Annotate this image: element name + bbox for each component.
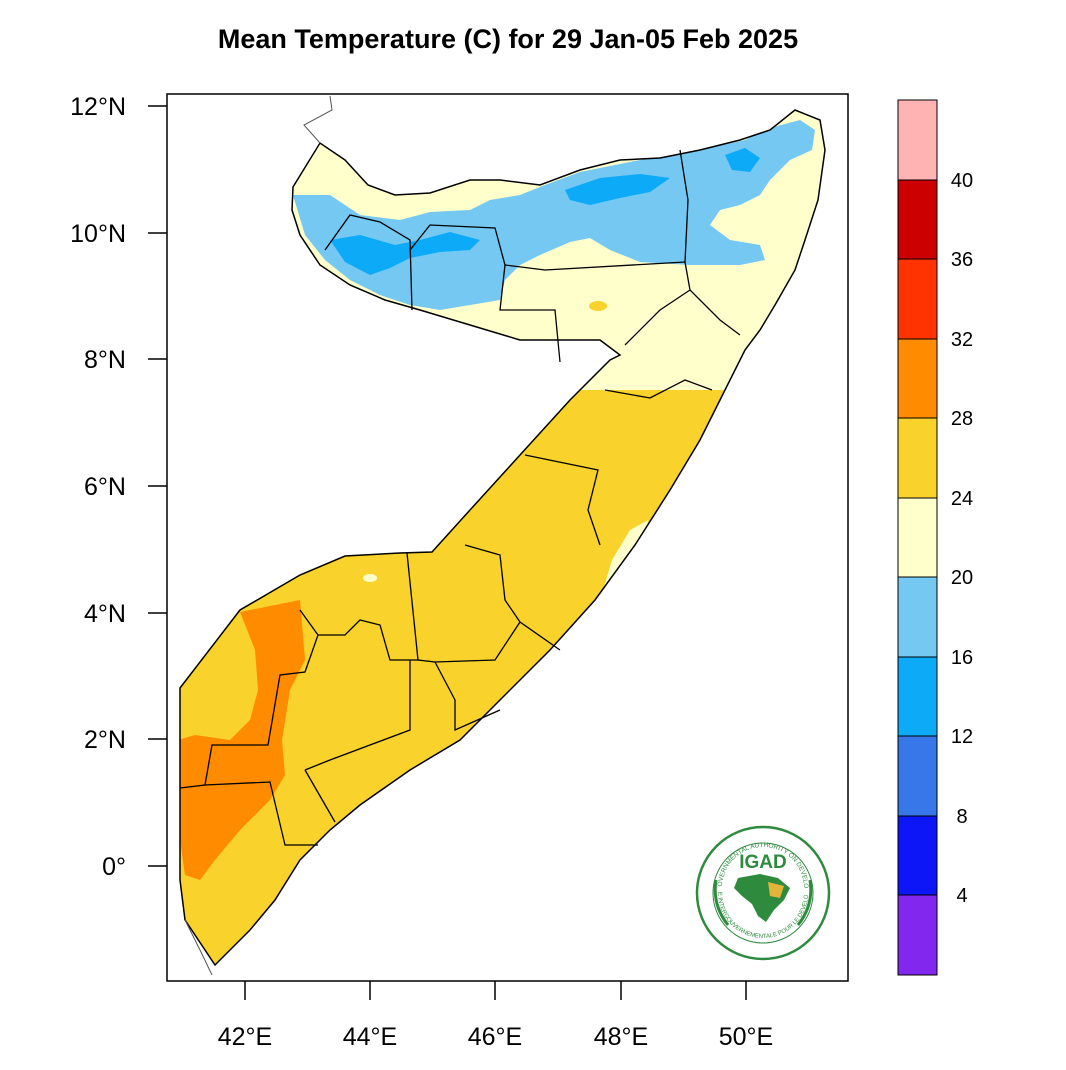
x-axis-ticks bbox=[244, 981, 747, 1000]
colorbar-label: 20 bbox=[951, 567, 973, 589]
y-tick-label: 6°N bbox=[84, 473, 126, 501]
y-tick-label: 2°N bbox=[84, 726, 126, 754]
x-tick-label: 46°E bbox=[468, 1023, 522, 1051]
region-border bbox=[304, 769, 336, 823]
colorbar-swatch bbox=[898, 657, 937, 736]
colorbar-swatch bbox=[898, 816, 937, 895]
colorbar-swatch bbox=[898, 736, 937, 816]
region-border bbox=[624, 261, 691, 346]
colorbar: 40 36 32 28 24 20 16 12 8 4 bbox=[897, 99, 973, 976]
y-tick-label: 4°N bbox=[84, 600, 126, 628]
laurel-left-icon bbox=[713, 879, 730, 926]
colorbar-label: 4 bbox=[956, 885, 967, 907]
region-border bbox=[604, 379, 713, 399]
band-12-16-patch-c bbox=[725, 148, 760, 172]
laurel-right-icon bbox=[796, 879, 813, 926]
colorbar-label: 40 bbox=[951, 170, 973, 192]
colorbar-label: 32 bbox=[951, 329, 973, 351]
y-tick-label: 10°N bbox=[70, 220, 126, 248]
x-axis-labels: 42°E 44°E 46°E 48°E 50°E bbox=[218, 1023, 773, 1051]
colorbar-swatch bbox=[898, 895, 937, 975]
border-ethiopia-djibouti bbox=[303, 95, 333, 144]
x-tick-label: 44°E bbox=[343, 1023, 397, 1051]
band-28-32-southwest bbox=[180, 600, 305, 880]
colorbar-swatch bbox=[898, 180, 937, 259]
region-border bbox=[434, 661, 501, 732]
region-border bbox=[524, 454, 601, 546]
colorbar-label: 16 bbox=[951, 647, 973, 669]
x-tick-label: 42°E bbox=[218, 1023, 272, 1051]
neighbour-borders bbox=[184, 95, 333, 976]
x-tick-label: 48°E bbox=[594, 1023, 648, 1051]
band-24-28-spot-north bbox=[589, 301, 607, 311]
colorbar-frame bbox=[897, 99, 938, 976]
colorbar-label: 8 bbox=[956, 806, 967, 828]
region-border bbox=[409, 224, 686, 271]
colorbar-swatch bbox=[898, 577, 937, 657]
y-axis-ticks bbox=[148, 105, 167, 867]
region-border bbox=[204, 781, 318, 846]
region-border bbox=[679, 149, 689, 263]
region-border bbox=[324, 214, 413, 311]
region-border bbox=[689, 289, 741, 336]
band-20-24-spot bbox=[363, 574, 377, 582]
y-tick-label: 12°N bbox=[70, 93, 126, 121]
colorbar-label: 24 bbox=[951, 488, 973, 510]
colorbar-label: 28 bbox=[951, 408, 973, 430]
colorbar-swatch bbox=[898, 498, 937, 577]
region-border bbox=[499, 264, 561, 363]
x-tick-label: 50°E bbox=[719, 1023, 773, 1051]
horn-highlight-icon bbox=[768, 882, 784, 898]
logo-acronym: IGAD bbox=[739, 852, 787, 873]
y-axis-labels: 12°N 10°N 8°N 6°N 4°N 2°N 0° bbox=[70, 93, 126, 881]
colorbar-label: 36 bbox=[951, 249, 973, 271]
region-border bbox=[304, 660, 411, 771]
band-12-16-patch-b bbox=[565, 174, 670, 205]
colorbar-label: 12 bbox=[951, 726, 973, 748]
band-12-16-patch-a bbox=[330, 232, 480, 275]
colorbar-swatch bbox=[898, 418, 937, 498]
country-outline bbox=[179, 109, 826, 967]
region-border bbox=[464, 544, 561, 651]
colorbar-swatch bbox=[898, 339, 937, 418]
colorbar-swatch bbox=[898, 259, 937, 339]
y-tick-label: 0° bbox=[102, 853, 126, 881]
y-tick-label: 8°N bbox=[84, 346, 126, 374]
colorbar-swatch bbox=[898, 100, 937, 180]
map-title: Mean Temperature (C) for 29 Jan-05 Feb 2… bbox=[218, 24, 798, 54]
border-kenya bbox=[184, 919, 213, 976]
region-borders bbox=[179, 149, 741, 846]
